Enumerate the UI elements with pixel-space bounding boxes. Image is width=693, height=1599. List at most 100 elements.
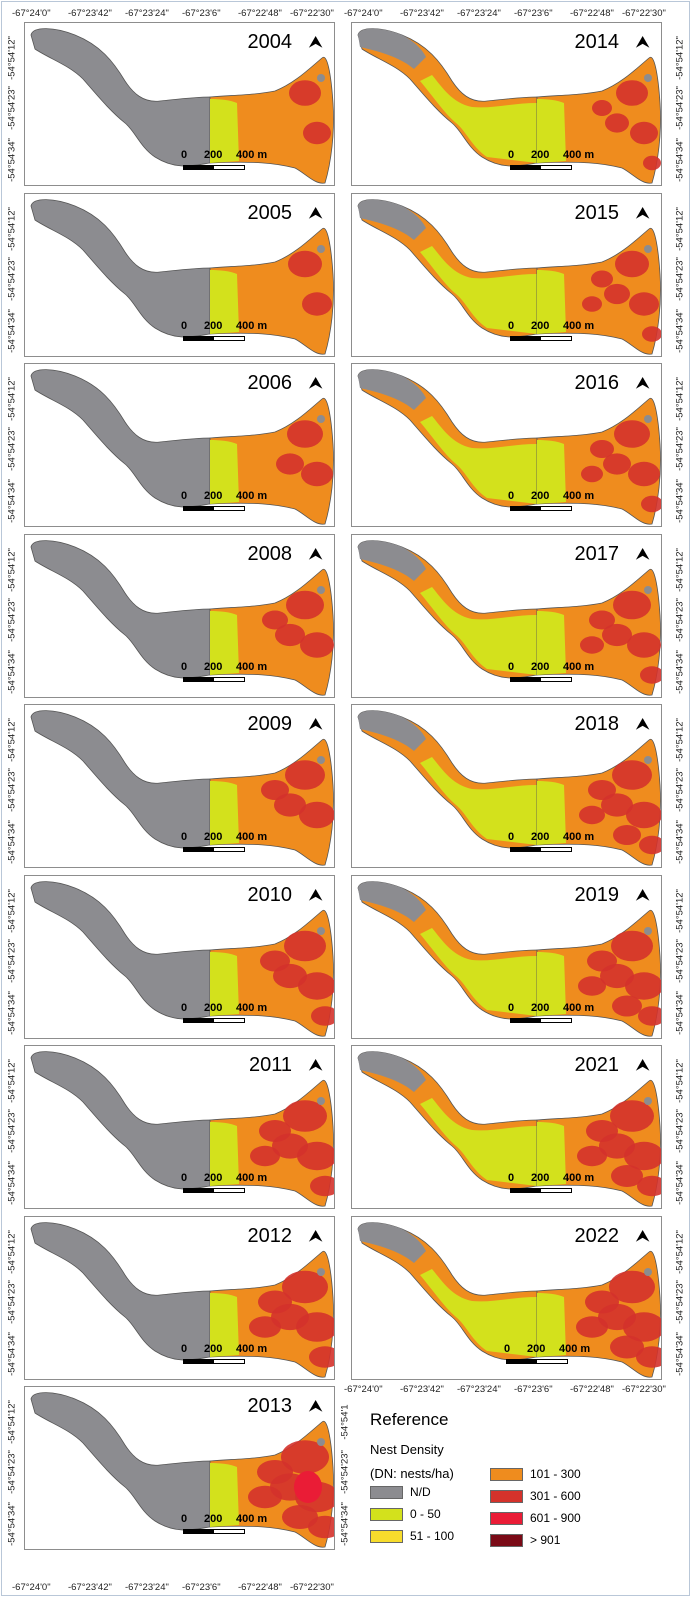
right-lat-tick-5-2: -54°54'34" [674, 990, 686, 1035]
nd-spot-2008 [317, 585, 325, 594]
scale-segment-light [540, 335, 572, 341]
scale-bar: 0 200 400 m [181, 661, 331, 685]
year-label-2012: 2012 [247, 1224, 293, 1247]
left-lat-tick-4-2: -54°54'34" [6, 820, 18, 864]
high-density-zone-2016-1 [628, 461, 660, 487]
scale-bar: 0 200 400 m [181, 320, 331, 344]
left-lat-tick-5-2: -54°54'34" [6, 990, 18, 1035]
scale-segment-light [213, 1529, 245, 1534]
bottom-left-lon-tick-4: -67°22'48" [238, 1582, 282, 1593]
year-label-2005: 2005 [247, 201, 293, 224]
high-density-zone-2006-0 [287, 420, 323, 448]
scale-label-mid: 200 [204, 831, 223, 843]
right-lat-tick-4-2: -54°54'34" [674, 820, 686, 864]
scale-segment-dark [510, 1188, 540, 1193]
high-density-zone-2021-6 [611, 1165, 643, 1187]
legend-label-over-901: > 901 [530, 1533, 561, 1547]
right-lat-tick-5-0: -54°54'12" [674, 888, 686, 933]
north-arrow-icon: ⮝ [636, 715, 649, 733]
high-density-zone-2006-2 [276, 453, 304, 475]
right-lat-tick-2-1: -54°54'23" [674, 427, 686, 471]
bottom-left-lon-tick-1: -67°23'42" [68, 1582, 112, 1593]
scale-label-end: 400 m [236, 1001, 268, 1014]
high-density-zone-2009-0 [285, 760, 325, 790]
scale-label-end: 400 m [236, 1342, 268, 1355]
scale-segment-dark [183, 506, 213, 511]
bottom-right-lon-tick-1: -67°23'42" [400, 1384, 444, 1395]
map-panel-2021: 2021 ⮝ 0 200 400 m [351, 1045, 662, 1209]
north-arrow-icon: ⮝ [636, 544, 649, 563]
scale-segment-dark [183, 1017, 213, 1023]
map-panel-2009: 2009 ⮝ 0 200 400 m [24, 704, 335, 868]
high-density-zone-2019-4 [638, 1005, 661, 1026]
map-panel-2018: 2018 ⮝ 0 200 400 m [351, 704, 662, 868]
right-lat-tick-0-2: -54°54'34" [674, 138, 686, 182]
legend-swatch-601-900 [490, 1512, 523, 1525]
high-density-zone-2013-6 [282, 1505, 318, 1529]
low-density-zone-2016 [420, 416, 537, 504]
scale-label-end: 400 m [236, 1172, 268, 1184]
colony-west-arm-2009 [30, 710, 211, 849]
scale-segment-light [213, 1358, 245, 1364]
scale-segment-dark [183, 335, 213, 341]
low-density-zone-2021 [420, 1098, 537, 1186]
north-arrow-icon: ⮝ [309, 374, 322, 392]
legend-label-601-900: 601 - 900 [530, 1511, 581, 1525]
scale-label-mid: 200 [204, 319, 223, 332]
left-lat-tick-2-1: -54°54'23" [6, 427, 18, 471]
high-density-zone-2018-0 [612, 760, 652, 790]
year-label-2019: 2019 [574, 883, 620, 906]
nd-zone-2019 [358, 881, 426, 922]
scale-label-mid: 200 [527, 1342, 546, 1355]
high-density-zone-2008-1 [300, 631, 334, 658]
scale-segment-dark [510, 165, 540, 170]
low-density-zone-2018 [420, 757, 537, 845]
colony-west-arm-2005 [30, 198, 211, 337]
scale-bar: 0 200 400 m [504, 1343, 654, 1367]
legend-label-51-100: 51 - 100 [410, 1529, 455, 1543]
colony-map-2011 [30, 1051, 334, 1207]
scale-segment-dark [510, 335, 540, 341]
high-density-zone-2004-0 [289, 80, 321, 106]
top-right-lon-tick-0: -67°24'0" [344, 8, 383, 19]
high-density-zone-2013-5 [248, 1485, 282, 1509]
nd-spot-2004 [317, 74, 325, 82]
left-lat-tick-0-0: -54°54'12" [6, 36, 18, 80]
bottom-right-lon-tick-3: -67°23'6" [514, 1384, 553, 1395]
scale-segment-light [213, 847, 245, 852]
scale-label-zero: 0 [181, 660, 188, 673]
scale-label-zero: 0 [181, 149, 188, 161]
high-density-zone-2004-1 [303, 121, 331, 145]
colony-west-arm-2013 [30, 1392, 211, 1531]
transition-zone-2015 [537, 269, 566, 334]
top-left-lon-tick-4: -67°22'48" [238, 8, 282, 19]
scale-bar: 0 200 400 m [181, 1343, 331, 1367]
left-lat-tick-1-2: -54°54'34" [6, 308, 18, 353]
scale-segment-light [213, 165, 245, 170]
high-density-zone-2012-4 [309, 1345, 334, 1368]
legend-label-301-600: 301 - 600 [530, 1489, 581, 1503]
right-lat-tick-4-0: -54°54'12" [674, 718, 686, 762]
top-left-lon-tick-0: -67°24'0" [12, 8, 51, 19]
scale-segment-light [213, 676, 245, 682]
scale-label-mid: 200 [204, 1001, 223, 1014]
colony-west-arm-2004 [30, 28, 211, 167]
high-density-zone-2016-5 [581, 465, 603, 483]
scale-segment-dark [506, 1358, 536, 1364]
nd-spot-2016 [644, 415, 652, 423]
transition-zone-2005 [210, 269, 239, 334]
left-lat-tick-8-2: -54°54'34" [6, 1502, 18, 1546]
high-density-zone-2014-1 [630, 121, 658, 145]
north-arrow-icon: ⮝ [309, 33, 322, 51]
top-right-lon-tick-1: -67°23'42" [400, 8, 444, 19]
legend-swatch-51-100 [370, 1530, 403, 1543]
colony-map-2004 [30, 28, 334, 184]
nd-zone-2018 [358, 710, 426, 751]
high-density-zone-2010-4 [311, 1005, 334, 1026]
scale-segment-light [536, 1358, 568, 1364]
high-density-zone-2010-0 [284, 930, 326, 961]
left-lat-tick-4-1: -54°54'23" [6, 768, 18, 812]
year-label-2015: 2015 [574, 201, 620, 224]
nd-zone-2016 [358, 369, 426, 410]
scale-bar: 0 200 400 m [181, 490, 331, 514]
